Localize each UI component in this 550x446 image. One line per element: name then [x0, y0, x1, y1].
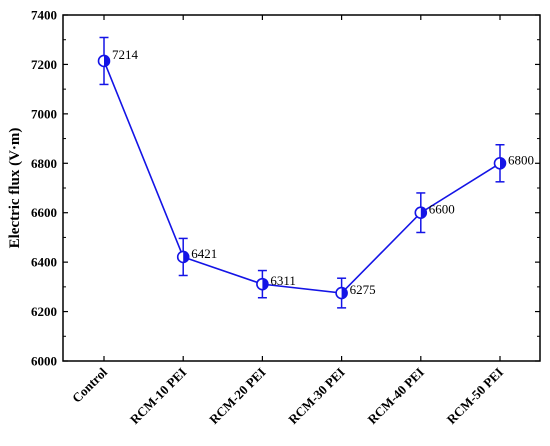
y-tick-label: 6200 [31, 304, 57, 319]
data-label: 6311 [270, 273, 296, 288]
data-point: 6600 [414, 192, 455, 234]
plot-frame [62, 14, 541, 362]
y-axis-ticks: 6000 6200 6400 6600 6800 7000 7200 7400 [31, 8, 540, 369]
marker-fill [420, 207, 427, 219]
marker-fill [262, 278, 268, 290]
x-tick-label: RCM-20 PEI [206, 365, 268, 427]
data-label: 6600 [429, 202, 455, 217]
data-label: 6275 [350, 282, 376, 297]
data-point: 7214 [97, 36, 139, 86]
data-label: 7214 [112, 47, 139, 62]
data-point: 6800 [493, 144, 534, 183]
marker-fill [500, 157, 506, 169]
y-tick-label: 7000 [31, 106, 57, 121]
marker-fill [341, 287, 348, 299]
x-tick-label: Control [69, 364, 110, 405]
y-axis-title: Electric flux (V·m) [7, 128, 23, 249]
x-tick-label: RCM-40 PEI [364, 365, 426, 427]
y-tick-label: 6000 [31, 354, 57, 369]
axes [62, 14, 541, 362]
x-tick-label: RCM-10 PEI [127, 365, 189, 427]
x-tick-label: RCM-30 PEI [285, 365, 347, 427]
marker-fill [183, 251, 189, 263]
y-tick-label: 7400 [31, 8, 57, 23]
x-axis-ticks: Control RCM-10 PEI RCM-20 PEI RCM-30 PEI RCM… [69, 15, 506, 427]
x-tick-label: RCM-50 PEI [444, 365, 506, 427]
data-label: 6800 [508, 152, 534, 167]
y-tick-label: 6400 [31, 255, 57, 270]
series-group: 7214 6421 6311 6275 6600 6800 [97, 36, 534, 309]
y-tick-label: 7200 [31, 57, 57, 72]
data-label: 6421 [191, 246, 217, 261]
y-tick-label: 6600 [31, 205, 57, 220]
series-line [103, 60, 501, 294]
data-point: 6421 [176, 237, 217, 277]
y-tick-label: 6800 [31, 156, 57, 171]
data-point: 6275 [335, 277, 376, 309]
marker-fill [104, 55, 110, 67]
data-point: 6311 [256, 269, 296, 299]
